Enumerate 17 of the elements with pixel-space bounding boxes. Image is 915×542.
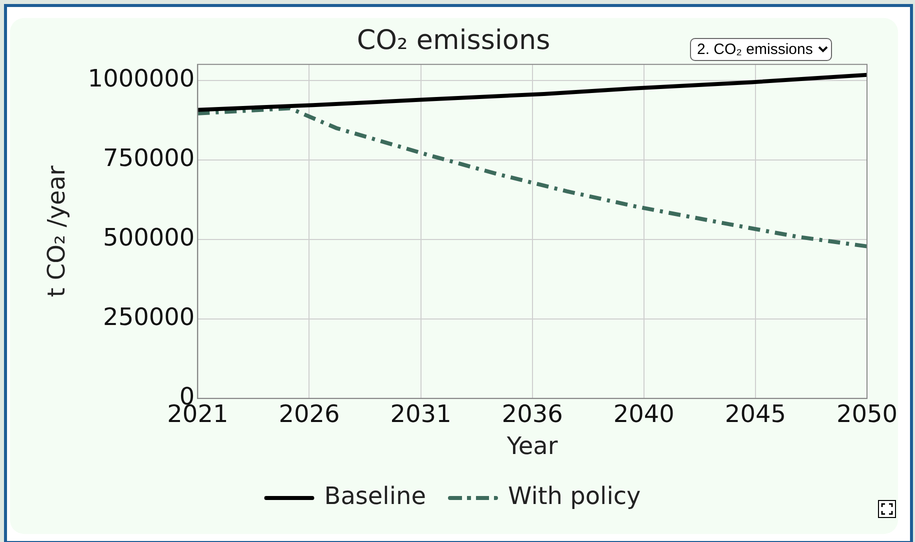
x-tick-label: 2040 xyxy=(613,400,674,428)
legend-label: Baseline xyxy=(324,482,426,510)
chart-select: 2. CO₂ emissions xyxy=(690,38,832,61)
chart-title: CO₂ emissions xyxy=(356,25,550,56)
x-tick-label: 2036 xyxy=(502,400,563,428)
y-tick-label: 250000 xyxy=(103,303,195,332)
x-tick-label: 2045 xyxy=(724,400,786,428)
x-axis-title: Year xyxy=(506,432,558,460)
y-tick-label: 500000 xyxy=(103,224,195,252)
y-axis-title: t CO₂ /year xyxy=(42,165,71,298)
x-tick-label: 2050 xyxy=(836,400,898,428)
x-tick-label: 2026 xyxy=(278,400,340,428)
y-tick-label: 1000000 xyxy=(88,64,195,93)
line-series xyxy=(198,106,867,248)
x-tick-label: 2031 xyxy=(390,400,452,428)
y-tick-label: 750000 xyxy=(103,144,195,172)
legend-label: With policy xyxy=(508,482,641,510)
